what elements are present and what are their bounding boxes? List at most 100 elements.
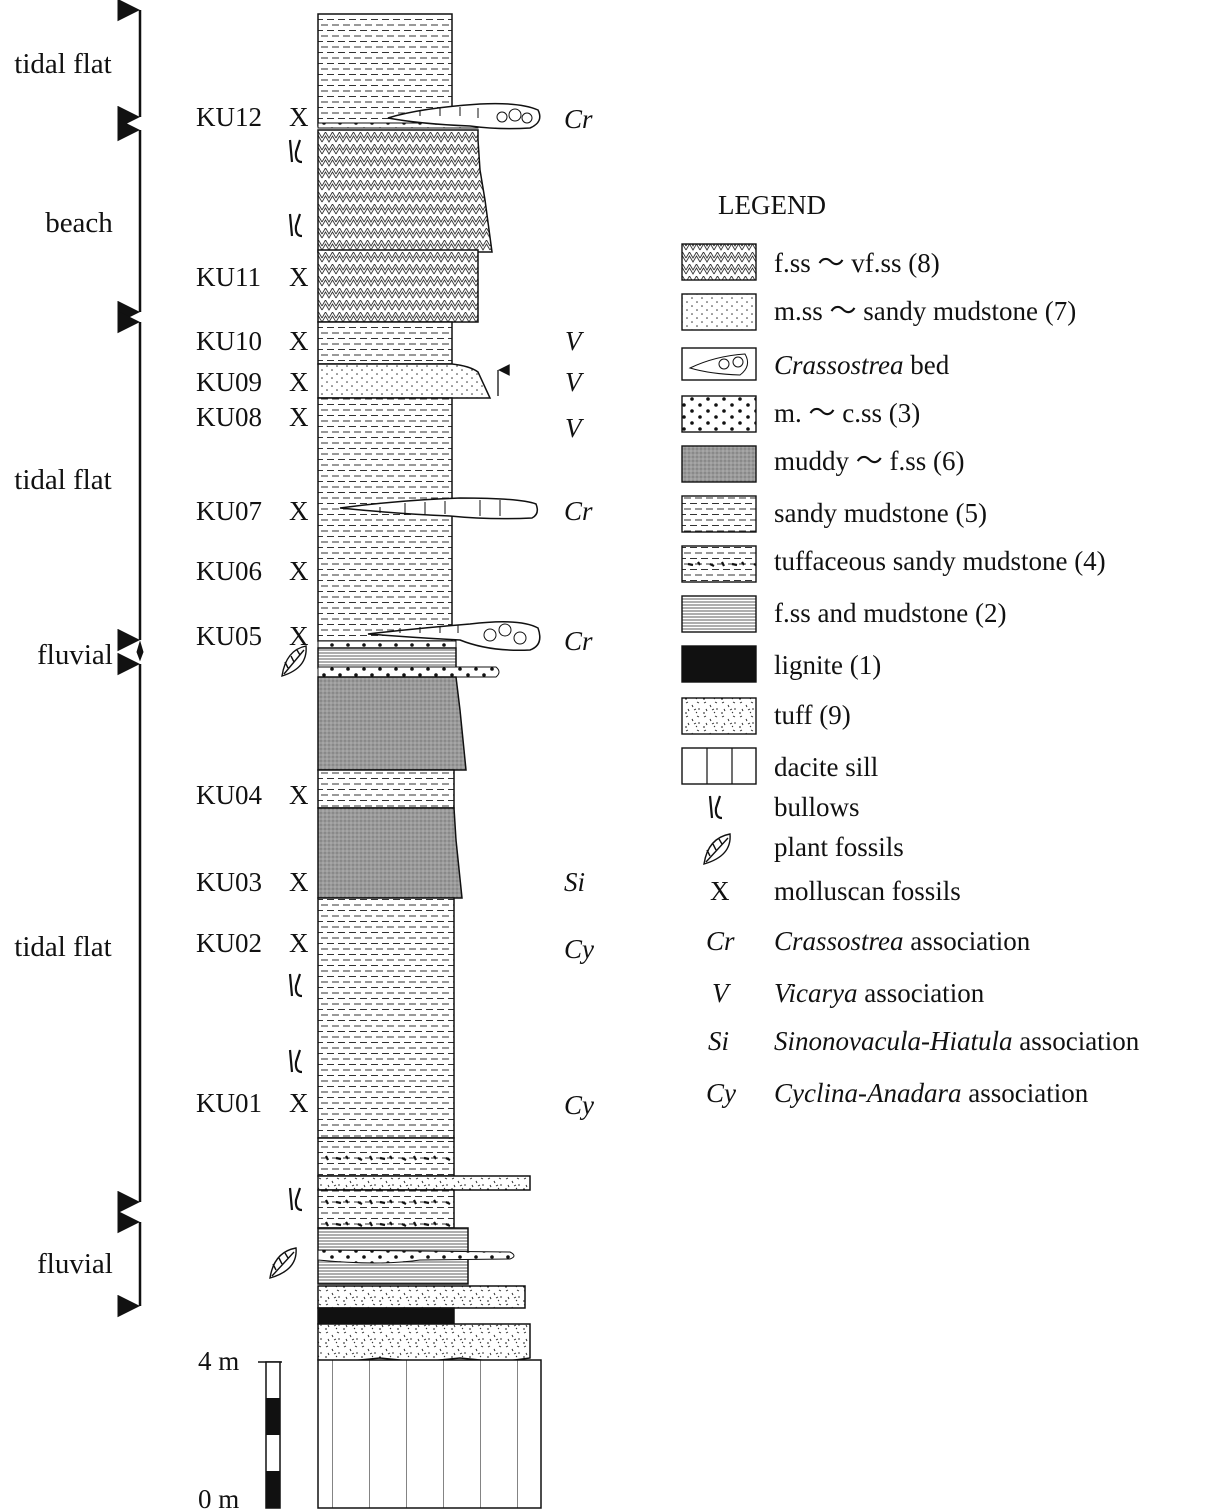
- layer-mcss-lens-ku05: [317, 666, 500, 678]
- svg-text:Cy: Cy: [564, 934, 594, 964]
- svg-text:KU02: KU02: [196, 928, 262, 958]
- svg-text:X: X: [289, 928, 309, 958]
- legend-label: Vicarya association: [774, 978, 985, 1008]
- svg-text:V: V: [565, 413, 585, 443]
- svg-text:KU05: KU05: [196, 621, 262, 651]
- env-label: tidal flat: [14, 464, 111, 496]
- crassostrea-bed-ku05: [367, 621, 541, 652]
- svg-text:Si: Si: [564, 867, 585, 897]
- sample-ku10: KU10 X V: [196, 326, 585, 356]
- sample-ku07: KU07 X Cr: [196, 496, 593, 526]
- legend-label: sandy mudstone (5): [774, 498, 987, 528]
- layer-mcss-lens-lower: [317, 1249, 515, 1264]
- scale-bar: 4 m 0 m: [198, 1346, 282, 1511]
- legend-title: LEGEND: [718, 190, 826, 220]
- layer-tuff-upper: [317, 1175, 531, 1191]
- legend-label: m. ～ c.ss (3): [774, 398, 920, 428]
- legend-swatch-lignite: [681, 645, 757, 683]
- legend-swatch-mss: [681, 293, 757, 331]
- layer-dacite-sill: [317, 1359, 542, 1509]
- burrow-icons: [288, 139, 303, 1212]
- layer-lignite: [317, 1307, 455, 1325]
- legend-label: tuff (9): [774, 700, 851, 730]
- legend-symbol: Si: [708, 1026, 729, 1056]
- legend-label: molluscan fossils: [774, 876, 961, 906]
- svg-text:KU07: KU07: [196, 496, 262, 526]
- layer-fss-mudstone-ku05: [317, 647, 457, 669]
- sample-ku12: KU12 X Cr: [196, 102, 593, 134]
- burrow-icon: [288, 139, 303, 164]
- env-label: beach: [45, 207, 113, 239]
- burrow-icon: [288, 1049, 303, 1074]
- sample-ku03: KU03 X Si: [196, 867, 585, 897]
- svg-text:X: X: [289, 402, 309, 432]
- crassostrea-bed-ku12: [387, 102, 541, 130]
- legend-burrow-icon: [708, 795, 723, 820]
- env-label: fluvial: [37, 1248, 113, 1280]
- svg-text:KU09: KU09: [196, 367, 262, 397]
- legend-plant-fossil-icon: [703, 833, 731, 865]
- svg-text:Cr: Cr: [564, 496, 593, 526]
- sample-ku04: KU04 X: [196, 780, 309, 810]
- svg-text:KU10: KU10: [196, 326, 262, 356]
- layer-muddy-lower: [317, 807, 463, 899]
- svg-text:Cr: Cr: [564, 626, 593, 656]
- svg-text:KU04: KU04: [196, 780, 262, 810]
- layer-tuff-lower: [317, 1323, 531, 1363]
- legend-swatch-fss: [681, 243, 757, 281]
- legend-label: muddy ～ f.ss (6): [774, 446, 965, 476]
- legend-swatch-sandymud: [681, 495, 757, 533]
- plant-fossil-icon: [269, 1247, 297, 1279]
- svg-text:X: X: [289, 1088, 309, 1118]
- burrow-icon: [288, 213, 303, 238]
- legend-swatch-mcss: [681, 395, 757, 433]
- sample-ku09: KU09 X V: [196, 367, 585, 397]
- legend-label: f.ss and mudstone (2): [774, 598, 1006, 628]
- legend-label: m.ss ～ sandy mudstone (7): [774, 296, 1076, 326]
- svg-text:X: X: [289, 556, 309, 586]
- legend-label: Crassostrea bed: [774, 350, 950, 380]
- legend-label: Sinonovacula-Hiatula association: [774, 1026, 1140, 1056]
- layer-tuffaceous-mudstone-upper: [317, 1137, 455, 1177]
- svg-text:Cy: Cy: [564, 1090, 594, 1120]
- scale-bottom-label: 0 m: [198, 1484, 239, 1511]
- svg-text:X: X: [289, 621, 309, 651]
- svg-text:KU06: KU06: [196, 556, 262, 586]
- svg-text:KU12: KU12: [196, 102, 262, 132]
- svg-text:X: X: [289, 367, 309, 397]
- layer-mcss-ku05: [317, 640, 457, 649]
- legend-swatch-dacite: [681, 747, 757, 785]
- env-label: tidal flat: [14, 48, 111, 80]
- legend-label: f.ss ～ vf.ss (8): [774, 248, 940, 278]
- svg-text:KU08: KU08: [196, 402, 262, 432]
- svg-text:X: X: [289, 867, 309, 897]
- crassostrea-bed-ku07: [339, 497, 539, 520]
- burrow-icon: [288, 973, 303, 998]
- legend-symbol: V: [712, 978, 732, 1008]
- env-label: tidal flat: [14, 931, 111, 963]
- legend-swatch-tuff: [681, 697, 757, 735]
- layer-tuffaceous-mudstone-lower: [317, 1189, 455, 1229]
- svg-text:X: X: [289, 496, 309, 526]
- svg-text:Cr: Cr: [564, 104, 593, 134]
- legend-label: plant fossils: [774, 832, 904, 862]
- sample-ku01: KU01 X Cy: [196, 1088, 594, 1120]
- lithologic-column: [317, 13, 542, 1509]
- svg-text:KU03: KU03: [196, 867, 262, 897]
- layer-sandy-mudstone-top: [317, 13, 453, 127]
- environment-intervals: [117, 0, 144, 1318]
- legend-swatch-fssmud: [681, 595, 757, 633]
- layer-tuff-middle: [317, 1285, 526, 1309]
- burrow-icon: [288, 1187, 303, 1212]
- plant-fossil-icon: [281, 645, 307, 677]
- legend-label: dacite sill: [774, 752, 878, 782]
- sample-labels: KU12 X Cr KU11 X KU10 X V KU09 X V KU08 X V KU07 X…: [196, 102, 594, 1120]
- legend-swatch-tuffmud: [681, 545, 757, 583]
- layer-fss-beach-upper: [317, 129, 493, 253]
- legend-label: Crassostrea association: [774, 926, 1031, 956]
- svg-text:V: V: [565, 326, 585, 356]
- layer-sandy-mudstone-lower: [317, 897, 455, 1139]
- layer-sandy-mudstone-ku10: [317, 321, 453, 365]
- legend: LEGEND f.ss ～ vf.ss (8) m.ss ～ sandy mud…: [681, 190, 1140, 1108]
